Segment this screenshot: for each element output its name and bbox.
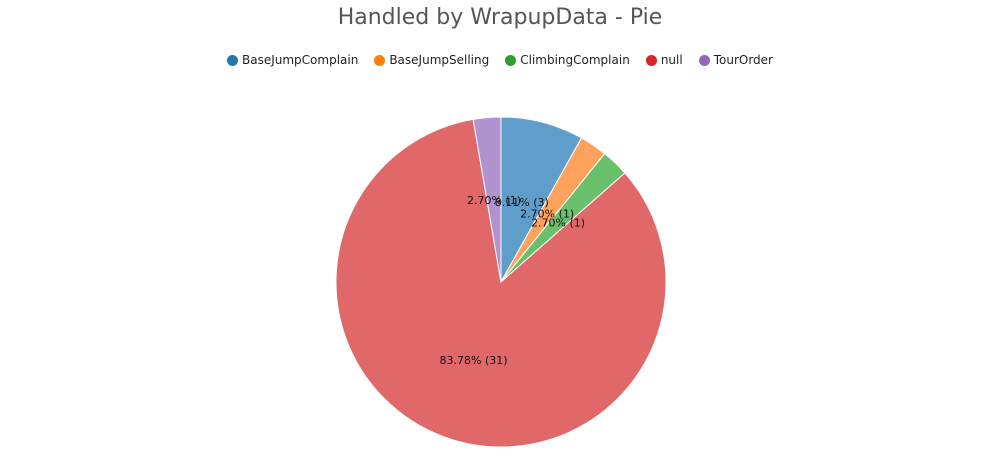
legend-item-climbingcomplain[interactable]: ClimbingComplain — [505, 53, 630, 67]
legend-item-basejumpselling[interactable]: BaseJumpSelling — [374, 53, 489, 67]
legend-item-null[interactable]: null — [645, 53, 683, 67]
slice-label-null: 83.78% (31) — [440, 354, 508, 367]
slice-label-climbingcomplain: 2.70% (1) — [531, 216, 585, 229]
legend-swatch — [227, 54, 238, 66]
slice-label-basejumpcomplain: 8.11% (3) — [495, 196, 549, 209]
legend-item-basejumpcomplain[interactable]: BaseJumpComplain — [227, 53, 358, 67]
legend-swatch — [505, 54, 517, 66]
legend-swatch — [698, 54, 710, 66]
chart-title: Handled by WrapupData - Pie — [337, 5, 663, 30]
legend-label: null — [660, 53, 683, 67]
legend-item-tourorder[interactable]: TourOrder — [698, 53, 773, 67]
legend-label: ClimbingComplain — [520, 53, 630, 67]
legend-label: BaseJumpComplain — [242, 53, 359, 67]
pie-slice-null[interactable] — [335, 118, 667, 448]
slice-label-tourorder: 2.70% (1) — [467, 194, 521, 207]
pie-slice-tourorder[interactable] — [472, 116, 502, 283]
legend-label: TourOrder — [713, 53, 773, 67]
legend-label: BaseJumpSelling — [389, 53, 490, 67]
legend-swatch — [374, 54, 386, 66]
chart-legend: BaseJumpComplain BaseJumpSelling ClimbingC… — [0, 53, 1000, 67]
slice-label-basejumpselling: 2.70% (1) — [520, 208, 574, 221]
legend-swatch — [645, 54, 657, 66]
